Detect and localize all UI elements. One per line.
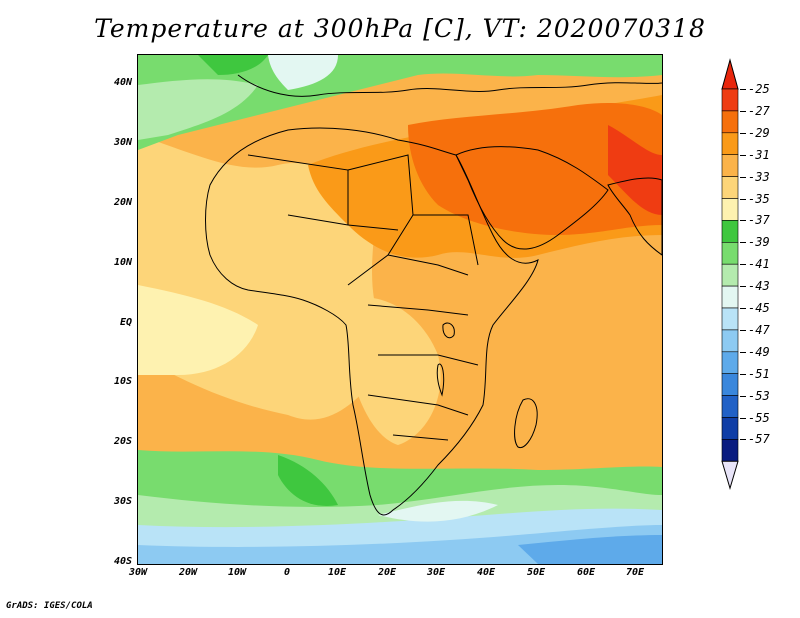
colorbar-tick (740, 439, 746, 441)
colorbar-swatch (721, 439, 739, 462)
colorbar-label: -47 (748, 322, 770, 337)
field-white-north (268, 55, 338, 90)
colorbar-swatch (721, 285, 739, 309)
colorbar-label: -55 (748, 410, 770, 425)
colorbar-label: -33 (748, 169, 770, 184)
colorbar-label: -29 (748, 125, 770, 140)
lat-label-10n: 10N (113, 257, 132, 268)
lat-label-30n: 30N (113, 137, 132, 148)
great-lakes (436, 322, 455, 397)
arabia-coast (455, 146, 609, 250)
lon-label-40e: 40E (476, 567, 496, 578)
colorbar-tick (740, 417, 746, 419)
field-pale-west (138, 285, 258, 375)
colorbar-tick (740, 132, 746, 134)
field-yellow-central (338, 297, 441, 445)
lon-label-60e: 60E (576, 567, 596, 578)
colorbar-swatch (721, 263, 739, 287)
colorbar-swatch (721, 176, 739, 199)
colorbar-svg (721, 58, 739, 491)
coastlines (205, 74, 662, 516)
africa-coast (205, 127, 539, 516)
colorbar-label: -25 (748, 82, 770, 96)
lat-label-10s: 10S (113, 376, 132, 387)
colorbar-tick (740, 89, 746, 90)
colorbar-label: -27 (748, 103, 770, 118)
colorbar-label: -53 (748, 388, 770, 403)
colorbar-swatch (721, 417, 739, 440)
colorbar-swatch (721, 198, 739, 221)
colorbar-tick (740, 351, 746, 353)
colorbar-label: -41 (748, 257, 770, 272)
lon-label-0: 0 (283, 567, 291, 578)
field-blue3-south (518, 535, 662, 564)
colorbar-swatch (721, 154, 739, 177)
colorbar-swatch (721, 242, 739, 265)
lat-label-40n: 40N (113, 77, 132, 88)
colorbar-swatch (721, 132, 739, 156)
temperature-map (137, 54, 663, 565)
lat-label-20s: 20S (113, 436, 132, 447)
colorbar-tick (740, 308, 746, 309)
colorbar-tick (740, 264, 746, 266)
lon-label-10w: 10W (227, 567, 247, 578)
field-lightgreen-north (138, 79, 258, 140)
lat-label-30s: 30S (113, 496, 132, 507)
lat-label-40s: 40S (113, 556, 132, 567)
map-canvas (138, 55, 662, 564)
colorbar-swatch (721, 351, 739, 374)
colorbar-over-arrow (721, 58, 739, 90)
colorbar-swatch (721, 110, 739, 134)
lat-label-20n: 20N (113, 197, 132, 208)
lon-label-20e: 20E (377, 567, 397, 578)
lon-label-30e: 30E (426, 567, 446, 578)
colorbar-swatch (721, 329, 739, 353)
colorbar-swatch (721, 373, 739, 396)
india-coast (607, 177, 662, 256)
colorbar-label: -35 (748, 191, 770, 206)
colorbar-tick (740, 286, 746, 288)
colorbar-tick (740, 329, 746, 331)
colorbar-swatch (721, 307, 739, 331)
colorbar-swatch (721, 88, 739, 112)
colorbar-label: -57 (748, 432, 770, 447)
colorbar-label: -49 (748, 344, 770, 359)
colorbar-label: -51 (748, 366, 770, 381)
lon-label-20w: 20W (178, 567, 198, 578)
madagascar-coast (514, 398, 538, 449)
colorbar-label: -43 (748, 279, 770, 294)
lon-label-50e: 50E (526, 567, 546, 578)
colorbar-tick (740, 176, 746, 178)
country-borders (247, 154, 479, 441)
colorbar-tick (740, 110, 746, 112)
colorbar-tick (740, 154, 746, 156)
colorbar-label: -31 (748, 147, 770, 162)
colorbar-tick (740, 220, 746, 222)
colorbar-tick (740, 373, 746, 375)
colorbar-label: -39 (748, 235, 770, 250)
grads-credit: GrADS: IGES/COLA (6, 601, 93, 611)
colorbar-under-arrow (721, 460, 739, 491)
chart-title: Temperature at 300hPa [C], VT: 202007031… (94, 14, 706, 43)
europe-coast (237, 74, 662, 97)
field-green-north (138, 55, 662, 150)
colorbar-tick (740, 395, 746, 397)
field-white-south (378, 500, 498, 522)
field-green-dark-north (198, 55, 268, 75)
field-red (608, 125, 662, 215)
colorbar-tick (740, 242, 746, 244)
field-green-dark-south (278, 455, 338, 506)
lon-label-10e: 10E (327, 567, 347, 578)
colorbar-label: -37 (748, 213, 770, 228)
colorbar-swatch (721, 395, 739, 418)
colorbar-tick (740, 198, 746, 200)
lon-label-30w: 30W (128, 567, 148, 578)
lon-label-70e: 70E (625, 567, 645, 578)
lat-label-eq: EQ (119, 317, 132, 328)
colorbar-swatch (721, 220, 739, 243)
colorbar-label: -45 (748, 301, 770, 315)
